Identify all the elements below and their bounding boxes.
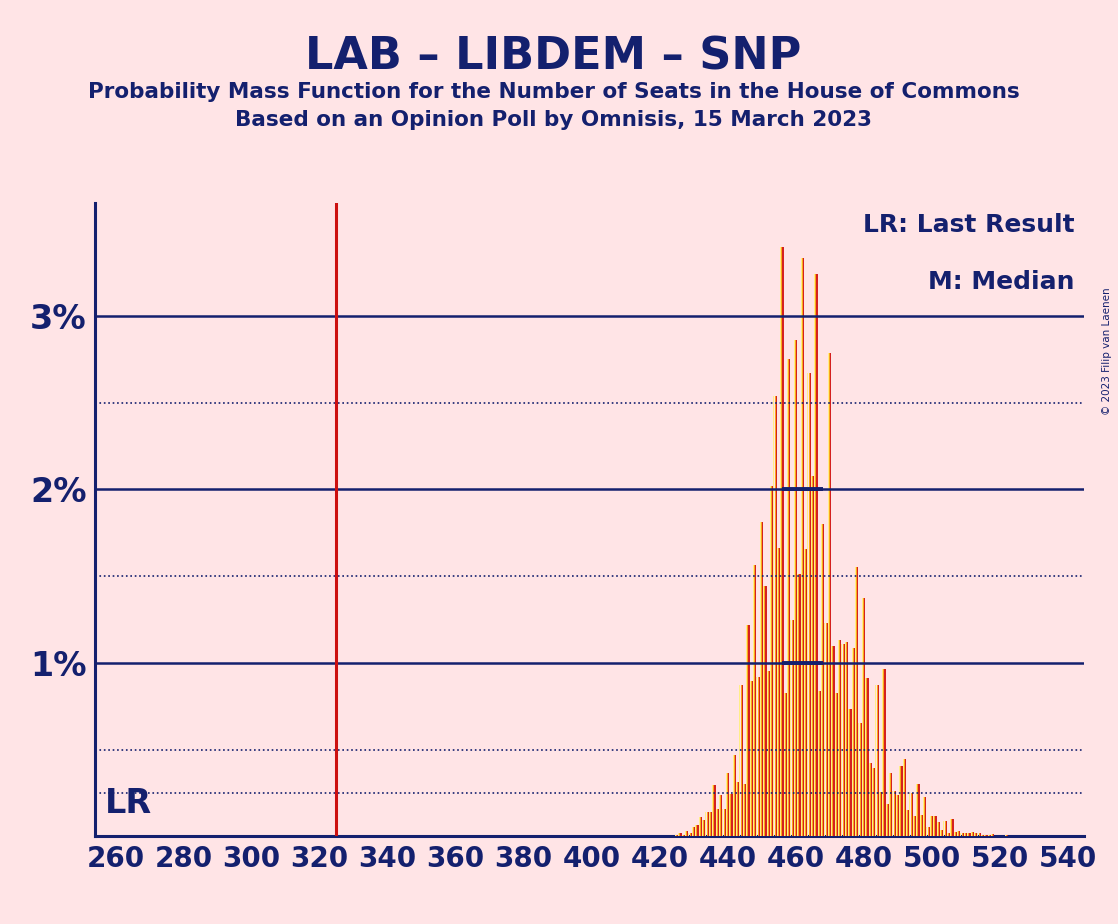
Text: M: Median: M: Median xyxy=(928,270,1074,294)
Text: © 2023 Filip van Laenen: © 2023 Filip van Laenen xyxy=(1102,287,1111,415)
Text: LR: Last Result: LR: Last Result xyxy=(863,213,1074,237)
Text: LAB – LIBDEM – SNP: LAB – LIBDEM – SNP xyxy=(305,36,802,79)
Text: LR: LR xyxy=(105,786,152,820)
Text: Based on an Opinion Poll by Omnisis, 15 March 2023: Based on an Opinion Poll by Omnisis, 15 … xyxy=(235,110,872,130)
Text: Probability Mass Function for the Number of Seats in the House of Commons: Probability Mass Function for the Number… xyxy=(87,82,1020,103)
